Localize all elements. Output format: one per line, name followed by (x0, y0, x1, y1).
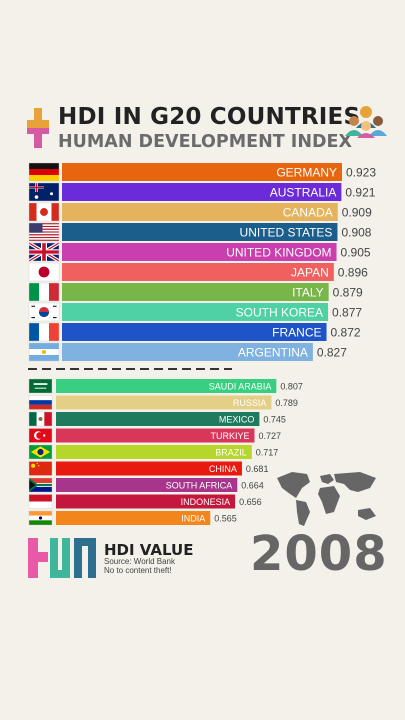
saudi-arabia-flag (28, 378, 53, 394)
bar-china (56, 461, 242, 476)
value-label: 0.877 (332, 306, 362, 320)
chart-subtitle: HUMAN DEVELOPMENT INDEX (58, 132, 352, 152)
value-label: 0.807 (280, 382, 303, 392)
japan-flag (28, 262, 60, 282)
russia-flag (28, 395, 53, 410)
bar-canada (62, 203, 338, 221)
bar-label: TURKIYE (210, 431, 249, 441)
value-label: 0.827 (317, 346, 347, 360)
bar-brazil (56, 445, 252, 459)
bar-turkiye (56, 428, 255, 443)
south-africa-flag (28, 477, 53, 493)
bar-france (62, 323, 327, 341)
bar-label: ITALY (292, 286, 324, 300)
indonesia-flag (28, 494, 53, 509)
logo-cross-icon (27, 108, 49, 148)
bar-label: SAUDI ARABIA (209, 382, 272, 392)
bar-label: CHINA (209, 464, 237, 474)
argentina-flag (28, 342, 60, 362)
bar-south-korea (62, 303, 329, 321)
bar-indonesia (56, 494, 236, 509)
value-label: 0.656 (239, 497, 262, 507)
year-label: 2008 (250, 526, 388, 582)
bar-saudi-arabia (56, 379, 277, 393)
bar-label: AUSTRALIA (270, 186, 337, 200)
france-flag (28, 322, 60, 342)
people-group-icon (345, 106, 387, 138)
bar-argentina (62, 343, 313, 361)
value-label: 0.923 (346, 166, 376, 180)
source-note: Source: World Bank No to content theft! (104, 557, 175, 575)
value-label: 0.921 (345, 186, 375, 200)
legend-title: HDI VALUE (104, 541, 194, 559)
italy-flag (28, 282, 60, 302)
bar-label: MEXICO (219, 415, 255, 425)
world-map-icon (277, 472, 376, 526)
bar-label: ARGENTINA (238, 346, 308, 360)
value-label: 0.909 (342, 206, 372, 220)
bar-label: RUSSIA (233, 398, 267, 408)
bar-germany (62, 163, 342, 181)
uk-flag (28, 241, 60, 263)
bar-united-kingdom (62, 243, 337, 261)
value-label: 0.789 (275, 398, 298, 408)
bar-label: FRANCE (272, 326, 321, 340)
bar-mexico (56, 412, 260, 426)
bar-label: BRAZIL (215, 448, 247, 458)
value-label: 0.727 (258, 431, 281, 441)
bar-label: INDIA (181, 514, 205, 524)
bar-india (56, 511, 211, 525)
brazil-flag (28, 444, 53, 460)
value-label: 0.717 (256, 448, 279, 458)
bar-label: SOUTH AFRICA (166, 481, 233, 491)
usa-flag (28, 222, 60, 242)
bar-label: SOUTH KOREA (236, 306, 323, 320)
bar-united-states (62, 223, 338, 241)
chart-title: HDI IN G20 COUNTRIES (58, 104, 361, 130)
bar-label: UNITED STATES (240, 226, 333, 240)
bar-label: CANADA (283, 206, 333, 220)
theft-note: No to content theft! (104, 566, 172, 575)
india-flag (28, 510, 53, 526)
bar-russia (56, 395, 272, 410)
bar-australia (62, 183, 342, 201)
mexico-flag (28, 411, 53, 427)
value-label: 0.896 (338, 266, 368, 280)
bar-label: INDONESIA (181, 497, 231, 507)
value-label: 0.872 (331, 326, 361, 340)
value-label: 0.908 (341, 226, 371, 240)
value-label: 0.879 (333, 286, 363, 300)
bar-label: JAPAN (291, 266, 329, 280)
australia-flag (28, 182, 60, 202)
south-korea-flag (28, 302, 60, 322)
value-label: 0.664 (241, 481, 264, 491)
china-flag (28, 461, 53, 476)
bar-italy (62, 283, 329, 301)
value-label: 0.905 (341, 246, 371, 260)
brand-logo-icon (28, 538, 96, 578)
bar-label: GERMANY (276, 166, 337, 180)
source-text: Source: World Bank (104, 557, 175, 566)
value-label: 0.681 (246, 464, 269, 474)
bar-japan (62, 263, 334, 281)
bar-label: UNITED KINGDOM (226, 246, 331, 260)
bar-chart: GERMANY 0.923 AUSTRALIA 0.921 CANADA 0.909 UNI… (28, 162, 376, 526)
value-label: 0.745 (263, 415, 286, 425)
germany-flag (28, 162, 60, 182)
value-label: 0.565 (214, 514, 237, 524)
canada-flag (28, 202, 60, 222)
bar-south-africa (56, 478, 238, 492)
turkiye-flag (28, 428, 53, 443)
